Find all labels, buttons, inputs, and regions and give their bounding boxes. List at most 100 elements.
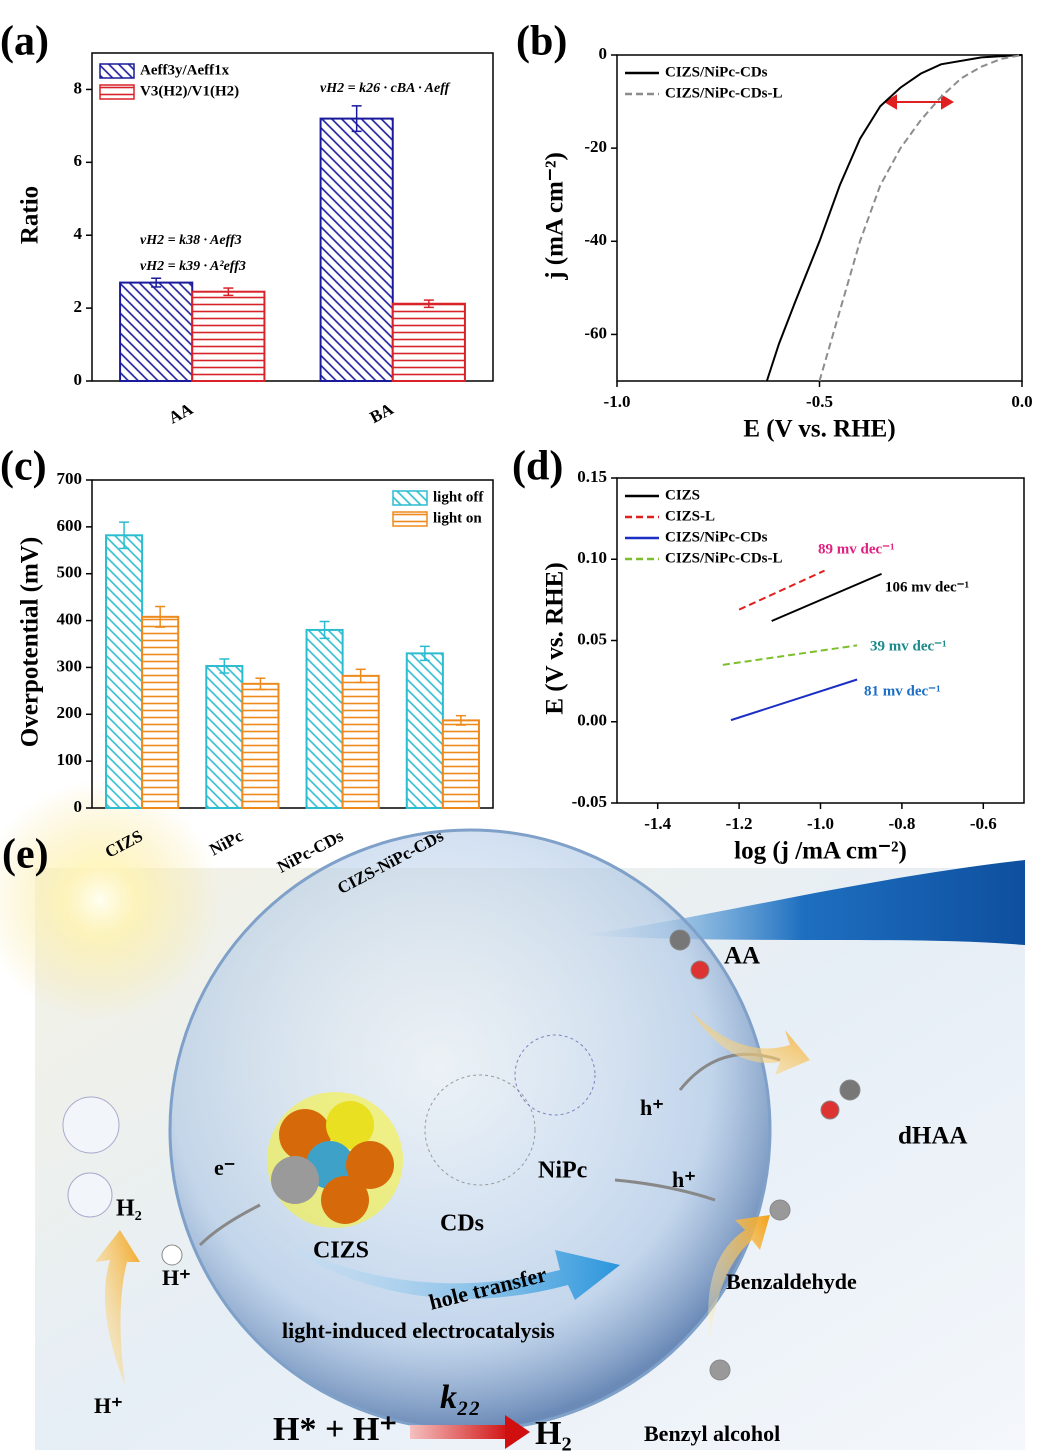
legend-label: V3(H2)/V1(H2)	[140, 83, 239, 99]
y-tick-label: -60	[584, 323, 607, 342]
line-series	[722, 644, 858, 666]
x-tick-label: -1.0	[807, 814, 834, 833]
label: e⁻	[214, 1155, 235, 1180]
y-tick-label: 100	[57, 750, 83, 769]
label: H⁺	[94, 1393, 123, 1418]
label: h⁺	[640, 1095, 664, 1120]
bar	[319, 117, 394, 382]
arrow	[614, 1178, 716, 1202]
reaction-arrow	[410, 1425, 510, 1439]
legend-label: CIZS/NiPc-CDs	[665, 529, 768, 545]
x-tick-label: -0.8	[888, 814, 915, 833]
label: h⁺	[672, 1167, 696, 1192]
line-series	[738, 569, 825, 611]
label: Benzaldehyde	[726, 1269, 857, 1294]
x-tick-label: 0.0	[1011, 392, 1032, 411]
label: CDs	[440, 1211, 484, 1237]
legend-label: CIZS/NiPc-CDs	[665, 64, 768, 80]
y-axis-label: E (V vs. RHE)	[542, 562, 569, 714]
bar	[441, 719, 480, 809]
y-tick-label: 4	[74, 224, 83, 243]
legend-label: light on	[433, 510, 482, 526]
annotation: 106 mv dec⁻¹	[885, 579, 969, 595]
y-axis-label: Ratio	[17, 186, 44, 244]
reaction: H* + H⁺	[273, 1411, 397, 1448]
x-tick-label: -0.5	[806, 392, 833, 411]
rate-constant: k₂₂	[440, 1379, 481, 1416]
y-tick-label: -40	[584, 230, 607, 249]
sun	[0, 780, 220, 1020]
label: light-induced electrocatalysis	[282, 1318, 555, 1343]
y-tick-label: 0.15	[577, 467, 607, 486]
annotation: vH2 = k26 · cBA · Aeff	[320, 81, 451, 96]
legend-swatch	[392, 490, 428, 506]
y-tick-label: 400	[57, 609, 83, 628]
label: CIZS	[313, 1238, 369, 1264]
x-tick-label: -0.6	[970, 814, 997, 833]
y-tick-label: -0.05	[572, 792, 607, 811]
x-tick-label: NiPc	[206, 826, 246, 859]
y-tick-label: 600	[57, 516, 83, 535]
legend-swatch	[99, 63, 135, 79]
plot-frame	[616, 54, 1023, 382]
label: AA	[724, 943, 760, 970]
plot-frame	[91, 479, 494, 809]
y-tick-label: 200	[57, 703, 83, 722]
bar	[341, 674, 380, 809]
y-tick-label: 8	[74, 78, 83, 97]
cizs-cluster	[267, 1092, 403, 1228]
label: Benzyl alcohol	[644, 1421, 780, 1446]
legend-label: CIZS-L	[665, 508, 715, 524]
arrow	[198, 1203, 261, 1247]
legend-label: light off	[433, 489, 484, 505]
x-tick-label: -1.0	[604, 392, 631, 411]
y-tick-label: 0	[599, 44, 608, 63]
y-axis-label: j (mA cm⁻²)	[542, 152, 569, 281]
y-tick-label: 0.05	[577, 629, 607, 648]
illustration: (e) AA dHAA h⁺ h⁺ NiPc CDs CIZS e⁻ H₂ H⁺…	[0, 780, 1025, 1452]
bar	[141, 615, 180, 810]
molecules	[62, 929, 861, 1381]
legend-label: CIZS/NiPc-CDs-L	[665, 85, 783, 101]
x-tick-label: -1.2	[726, 814, 753, 833]
y-tick-label: 0.00	[577, 711, 607, 730]
line-series	[771, 572, 882, 622]
legend-swatch	[99, 84, 135, 100]
x-tick-label: BA	[367, 399, 397, 427]
y-tick-label: 300	[57, 656, 83, 675]
annotation: vH2 = k38 · Aeff3	[140, 233, 242, 248]
legend-label: Aeff3y/Aeff1x	[140, 62, 230, 78]
label: H⁺	[162, 1265, 191, 1290]
annotation: 89 mv dec⁻¹	[818, 541, 895, 557]
line-series	[818, 54, 1023, 382]
plot-frame	[91, 52, 494, 382]
arrow	[690, 1010, 810, 1075]
label: H₂	[116, 1196, 142, 1222]
label: dHAA	[898, 1123, 967, 1150]
panel-label: (c)	[0, 444, 47, 490]
y-tick-label: 2	[74, 297, 83, 316]
reaction: H₂	[535, 1415, 572, 1452]
y-tick-label: 700	[57, 469, 83, 488]
label: NiPc	[538, 1158, 588, 1184]
arrow	[708, 1215, 770, 1340]
bar	[241, 682, 280, 809]
bar	[105, 534, 144, 809]
bar	[305, 628, 344, 810]
reaction-arrow-head	[505, 1415, 530, 1449]
bar	[205, 665, 244, 809]
bar	[119, 281, 194, 383]
y-tick-label: 0	[74, 797, 83, 816]
plot-frame	[616, 477, 1025, 804]
annotation: 39 mv dec⁻¹	[870, 638, 947, 654]
y-tick-label: 500	[57, 563, 83, 582]
y-tick-label: 0	[74, 370, 83, 389]
legend-label: CIZS/NiPc-CDs-L	[665, 550, 783, 566]
annotation: 81 mv dec⁻¹	[864, 683, 941, 699]
line-series	[765, 54, 1023, 382]
arrow	[95, 1230, 140, 1385]
line-series	[730, 678, 858, 722]
hole-transfer-arrow	[260, 1230, 620, 1300]
panel-label: (d)	[512, 444, 563, 490]
legend-swatch	[392, 511, 428, 527]
